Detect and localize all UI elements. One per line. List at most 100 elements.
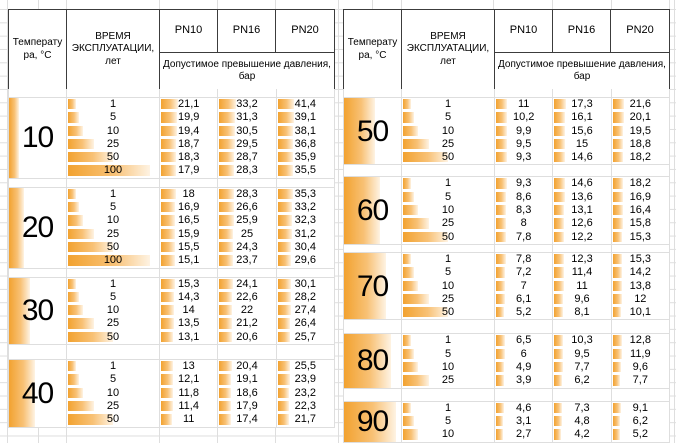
years-cell[interactable]: 10 <box>402 428 495 442</box>
pn16-value-cell[interactable]: 13,1 <box>553 204 612 218</box>
pn16-value-cell[interactable]: 14,6 <box>553 177 612 191</box>
pn20-value-cell[interactable]: 23,9 <box>277 373 335 387</box>
years-cell[interactable]: 25 <box>402 374 495 388</box>
pn20-value-cell[interactable]: 41,4 <box>277 98 335 112</box>
pn16-value-cell[interactable]: 16,1 <box>553 111 612 125</box>
pn10-header-cell[interactable]: PN10 <box>160 10 218 53</box>
pn20-value-cell[interactable]: 15,3 <box>612 252 670 267</box>
years-cell[interactable]: 5 <box>67 373 160 387</box>
years-cell[interactable]: 10 <box>402 279 495 293</box>
pn20-value-cell[interactable]: 13,8 <box>612 279 670 293</box>
pn20-value-cell[interactable]: 9,1 <box>612 401 670 415</box>
pn16-value-cell[interactable]: 33,2 <box>218 98 277 112</box>
pn16-value-cell[interactable]: 17,9 <box>218 399 277 414</box>
pn16-value-cell[interactable]: 17,4 <box>218 413 277 427</box>
pn10-value-cell[interactable]: 11 <box>160 413 219 427</box>
pn10-value-cell[interactable]: 8,6 <box>495 190 554 205</box>
pn20-value-cell[interactable]: 27,4 <box>277 304 335 318</box>
pn10-value-cell[interactable]: 13 <box>160 360 219 374</box>
years-cell[interactable]: 50 <box>67 151 160 165</box>
temperature-cell[interactable]: 30 <box>9 277 67 345</box>
pn16-value-cell[interactable]: 22,6 <box>218 290 277 305</box>
pn16-value-cell[interactable]: 21,2 <box>218 317 277 331</box>
temperature-cell[interactable]: 90 <box>344 401 402 442</box>
pn10-value-cell[interactable]: 9,3 <box>495 177 554 191</box>
years-cell[interactable]: 50 <box>67 330 160 345</box>
pn10-value-cell[interactable]: 5,2 <box>495 306 554 320</box>
pn10-value-cell[interactable]: 15,9 <box>160 227 219 241</box>
years-cell[interactable]: 10 <box>67 124 160 138</box>
years-cell[interactable]: 25 <box>402 217 495 231</box>
years-cell[interactable]: 5 <box>67 290 160 305</box>
years-cell[interactable]: 50 <box>402 151 495 165</box>
years-cell[interactable]: 1 <box>402 98 495 112</box>
pn16-value-cell[interactable]: 28,7 <box>218 151 277 165</box>
pn20-value-cell[interactable]: 33,2 <box>277 201 335 215</box>
pn10-value-cell[interactable]: 7,8 <box>495 230 554 244</box>
pn20-value-cell[interactable]: 20,1 <box>612 111 670 125</box>
pn20-header-cell[interactable]: PN20 <box>611 10 669 53</box>
years-cell[interactable]: 5 <box>67 201 160 215</box>
pn20-value-cell[interactable]: 5,2 <box>612 428 670 442</box>
pn16-value-cell[interactable]: 19,1 <box>218 373 277 387</box>
pn16-value-cell[interactable]: 20,4 <box>218 360 277 374</box>
pn16-value-cell[interactable]: 29,5 <box>218 137 277 152</box>
pn20-value-cell[interactable]: 35,5 <box>277 164 335 178</box>
pn10-value-cell[interactable]: 14,3 <box>160 290 219 305</box>
pn20-value-cell[interactable]: 7,7 <box>612 374 670 388</box>
pn16-value-cell[interactable]: 28,3 <box>218 187 277 202</box>
years-cell[interactable]: 5 <box>67 111 160 125</box>
pn10-value-cell[interactable]: 8,3 <box>495 204 554 218</box>
years-cell[interactable]: 10 <box>402 124 495 138</box>
temperature-cell[interactable]: 50 <box>344 98 402 165</box>
pressure-subheader-cell[interactable]: Допустимое превышение давления, бар <box>495 53 669 89</box>
operation-time-header-cell[interactable]: ВРЕМЯ ЭКСПЛУАТАЦИИ, лет <box>67 10 160 89</box>
pn10-value-cell[interactable]: 16,9 <box>160 201 219 215</box>
years-cell[interactable]: 10 <box>67 214 160 228</box>
operation-time-header-cell[interactable]: ВРЕМЯ ЭКСПЛУАТАЦИИ, лет <box>402 10 495 89</box>
temperature-cell[interactable]: 10 <box>9 98 67 178</box>
pn20-value-cell[interactable]: 32,3 <box>277 214 335 228</box>
pn10-value-cell[interactable]: 10,2 <box>495 111 554 125</box>
pn16-value-cell[interactable]: 4,2 <box>553 428 612 442</box>
pn10-value-cell[interactable]: 4,6 <box>495 401 554 415</box>
pn20-value-cell[interactable]: 11,9 <box>612 347 670 362</box>
pn16-value-cell[interactable]: 8,1 <box>553 306 612 320</box>
pn10-value-cell[interactable]: 9,5 <box>495 137 554 152</box>
pn16-value-cell[interactable]: 4,8 <box>553 414 612 429</box>
years-cell[interactable]: 25 <box>67 317 160 331</box>
pn16-value-cell[interactable]: 22 <box>218 304 277 318</box>
pn16-value-cell[interactable]: 10,3 <box>553 334 612 348</box>
temperature-cell[interactable]: 60 <box>344 177 402 244</box>
pn10-value-cell[interactable]: 3,9 <box>495 374 554 388</box>
pn16-header-cell[interactable]: PN16 <box>218 10 276 53</box>
pn16-value-cell[interactable]: 31,3 <box>218 111 277 125</box>
pn20-value-cell[interactable]: 25,5 <box>277 360 335 374</box>
pressure-subheader-cell[interactable]: Допустимое превышение давления, бар <box>160 53 334 89</box>
years-cell[interactable]: 1 <box>67 98 160 112</box>
years-cell[interactable]: 100 <box>67 164 160 178</box>
pn20-value-cell[interactable]: 21,6 <box>612 98 670 112</box>
temperature-header-cell[interactable]: Температура, °С <box>9 10 67 89</box>
years-cell[interactable]: 1 <box>402 334 495 348</box>
pn16-value-cell[interactable]: 30,5 <box>218 124 277 138</box>
pn20-value-cell[interactable]: 36,8 <box>277 137 335 152</box>
pn16-value-cell[interactable]: 13,6 <box>553 190 612 205</box>
pn20-value-cell[interactable]: 6,2 <box>612 414 670 429</box>
pn10-value-cell[interactable]: 16,5 <box>160 214 219 228</box>
pn16-value-cell[interactable]: 24,3 <box>218 240 277 255</box>
pn16-value-cell[interactable]: 11,4 <box>553 266 612 280</box>
years-cell[interactable]: 5 <box>402 266 495 280</box>
pn10-value-cell[interactable]: 4,9 <box>495 361 554 375</box>
pn10-value-cell[interactable]: 14 <box>160 304 219 318</box>
pn16-value-cell[interactable]: 6,2 <box>553 374 612 388</box>
pn10-value-cell[interactable]: 7 <box>495 279 554 293</box>
pn10-value-cell[interactable]: 11 <box>495 98 554 112</box>
pn20-value-cell[interactable]: 30,4 <box>277 240 335 255</box>
years-cell[interactable]: 1 <box>402 401 495 415</box>
pn20-value-cell[interactable]: 31,2 <box>277 227 335 241</box>
pn10-value-cell[interactable]: 2,7 <box>495 428 554 442</box>
pn10-value-cell[interactable]: 17,9 <box>160 164 219 178</box>
pn20-value-cell[interactable]: 35,9 <box>277 151 335 165</box>
pn16-value-cell[interactable]: 9,5 <box>553 347 612 362</box>
